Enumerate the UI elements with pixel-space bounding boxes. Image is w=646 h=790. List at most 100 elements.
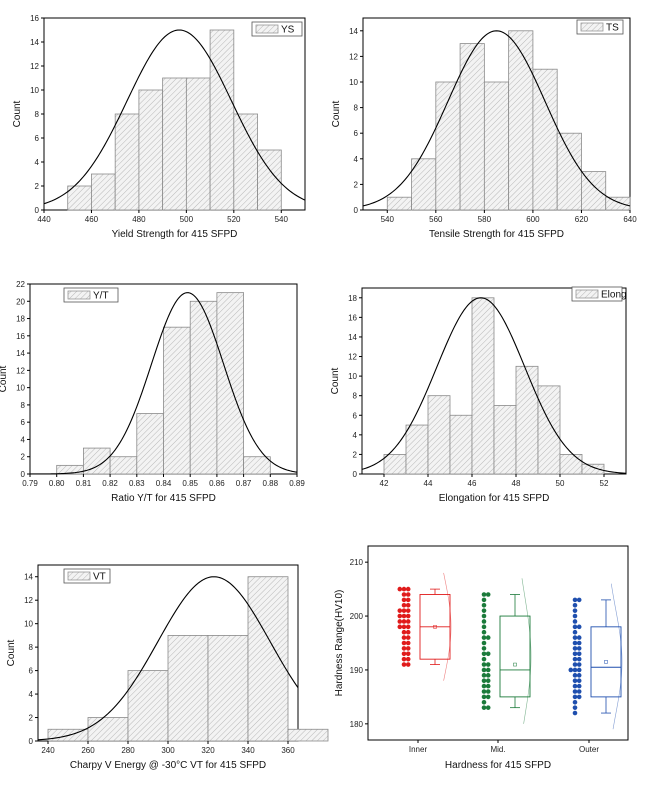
legend-label: Y/T [93, 291, 109, 302]
y-tick-label: 10 [24, 620, 33, 629]
y-axis-label: Count [6, 639, 17, 666]
data-point [397, 613, 403, 619]
data-point [481, 651, 487, 657]
data-point [401, 646, 407, 651]
x-tick-label: 0.88 [263, 479, 279, 488]
histogram-bar [515, 365, 539, 475]
y-tick-label: 10 [349, 78, 358, 87]
data-point [401, 597, 407, 603]
x-tick-label: 360 [281, 746, 295, 755]
histogram-bar [87, 717, 129, 742]
histogram-bar [559, 454, 583, 475]
histogram-bar [163, 326, 191, 475]
x-tick-label: 540 [275, 215, 289, 224]
histogram-bar [405, 424, 429, 475]
histogram-bar [247, 576, 289, 742]
data-point [572, 694, 578, 700]
histogram-bar [243, 456, 271, 475]
legend-label: VT [93, 572, 106, 583]
x-tick-label: 280 [121, 746, 135, 755]
y-tick-label: 14 [30, 38, 39, 47]
data-point [572, 699, 578, 705]
histogram-bar [532, 68, 558, 211]
data-point [405, 635, 411, 640]
x-axis-label: Elongation for 415 SFPD [439, 493, 550, 504]
x-tick-label: 580 [478, 215, 492, 224]
y-axis-label: Count [330, 367, 341, 394]
data-point [481, 602, 487, 608]
histogram-bar [427, 395, 451, 475]
x-tick-label: 640 [623, 215, 637, 224]
y-tick-label: 4 [354, 155, 359, 164]
y-tick-label: 190 [350, 666, 364, 675]
data-point [485, 705, 491, 710]
x-tick-label: 320 [201, 746, 215, 755]
y-tick-label: 14 [349, 27, 358, 36]
data-point [481, 629, 487, 635]
data-point [401, 602, 407, 608]
x-tick-label: 0.79 [22, 479, 38, 488]
data-point [401, 656, 407, 662]
data-point [401, 624, 407, 630]
data-point [572, 624, 578, 630]
data-point [572, 608, 578, 613]
histogram-panel-5: 240 260 280 300 320 340 360 0 2 4 6 8 10 12 14 Charpy V… [6, 564, 329, 771]
data-point [576, 624, 582, 630]
histogram-bar [167, 635, 209, 742]
x-tick-label: 0.86 [209, 479, 225, 488]
data-point [485, 662, 491, 667]
x-tick-label: 50 [556, 479, 565, 488]
data-point [576, 694, 582, 700]
normal-fit-curve [29, 292, 298, 475]
histogram-bar [471, 297, 495, 475]
histogram-bar [411, 158, 437, 211]
y-axis-label: Hardness Range(HV10) [334, 590, 345, 697]
data-point [481, 689, 487, 694]
y-tick-label: 2 [35, 182, 40, 191]
y-axis-label: Count [0, 365, 9, 392]
data-point [481, 662, 487, 667]
data-point [405, 629, 411, 635]
data-point [568, 667, 574, 673]
histogram-panel-2: 540 560 580 600 620 640 0 2 4 6 8 10 12 14 Tensile Str… [331, 17, 637, 240]
hardness-box-plot: 180 190 200 210 Inner Mid. Outer Hardness for 4… [334, 545, 629, 771]
y-tick-label: 10 [348, 372, 357, 381]
series-mid [481, 578, 532, 724]
mean-marker [604, 660, 608, 664]
data-point [572, 651, 578, 657]
legend-swatch [575, 289, 599, 299]
histogram-bar [449, 414, 473, 475]
y-tick-label: 210 [350, 558, 364, 567]
data-point [401, 629, 407, 635]
x-tick-label: 500 [180, 215, 194, 224]
y-tick-label: 0 [353, 470, 358, 479]
histogram-bar [257, 149, 282, 211]
legend: TS [576, 19, 624, 35]
mean-marker [513, 662, 517, 667]
legend-label: Elong [601, 290, 627, 301]
y-tick-label: 14 [16, 349, 25, 358]
histogram-bar [537, 385, 561, 475]
x-tick-label: 0.87 [236, 479, 252, 488]
data-point [485, 673, 491, 678]
x-tick-label: 0.85 [182, 479, 198, 488]
data-point [401, 640, 407, 646]
legend-swatch [580, 22, 604, 32]
x-tick-label: 48 [512, 479, 521, 488]
y-tick-label: 12 [349, 52, 358, 61]
data-point [485, 683, 491, 689]
data-point [481, 597, 487, 603]
x-tick-label: 440 [37, 215, 51, 224]
y-tick-label: 6 [354, 129, 359, 138]
y-tick-label: 2 [21, 453, 26, 462]
data-point [572, 705, 578, 710]
data-point [572, 656, 578, 662]
data-point [481, 640, 487, 646]
histogram-bar [459, 43, 485, 211]
data-point [405, 619, 411, 624]
y-tick-label: 14 [348, 333, 357, 342]
data-point [572, 635, 578, 640]
histogram-bar [233, 113, 258, 211]
data-point [401, 613, 407, 619]
y-tick-label: 6 [35, 134, 40, 143]
